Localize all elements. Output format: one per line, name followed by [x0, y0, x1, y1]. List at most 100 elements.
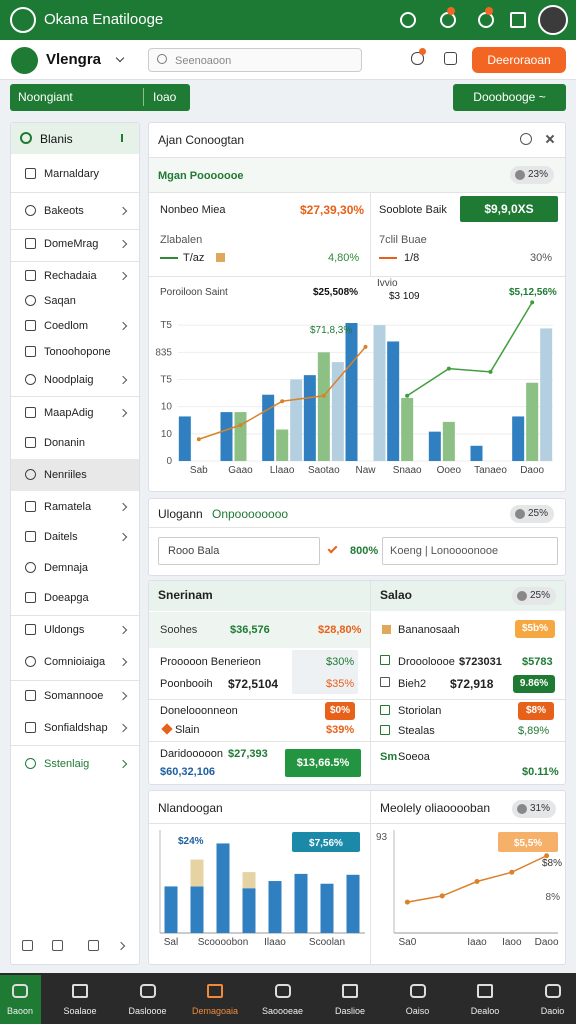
nav-label[interactable]: Baoon	[6, 1006, 34, 1016]
x-tick-label: Sal	[164, 937, 178, 948]
sidebar-item[interactable]: Sonfialdshap	[44, 722, 108, 734]
x-tick-label: Scoooobon	[198, 937, 249, 948]
sidebar-item[interactable]: Somannooe	[44, 690, 104, 702]
badge-text: 31%	[530, 803, 551, 814]
primary-button[interactable]	[472, 47, 566, 73]
badge	[518, 702, 554, 720]
nav-icon[interactable]	[207, 984, 223, 998]
annotation: $5,12,56%	[509, 287, 557, 298]
toolbar-icon[interactable]	[400, 12, 416, 28]
stat-change: 30%	[530, 252, 553, 264]
icon	[25, 270, 36, 281]
nav-label[interactable]: Soalaoe	[63, 1006, 97, 1016]
section-header	[149, 158, 565, 192]
icon	[25, 656, 36, 667]
divider	[11, 261, 139, 262]
sidebar-item[interactable]: Rechadaia	[44, 270, 97, 282]
bar	[190, 886, 204, 933]
label: Donelooonneon	[160, 705, 238, 717]
sidebar-item[interactable]: DomeMrag	[44, 238, 99, 250]
action-button-text[interactable]: Dooobooge ~	[473, 90, 546, 104]
value: $27,393	[228, 748, 268, 760]
stat-label: Sooblote Baik	[379, 204, 447, 216]
nav-label[interactable]: Saoooeae	[261, 1006, 304, 1016]
value: $60,32,106	[160, 766, 216, 778]
y-tick-label: 835	[155, 347, 172, 358]
bar	[262, 394, 275, 461]
primary-button-text[interactable]: Deeroraoan	[487, 53, 551, 67]
divider	[149, 157, 565, 158]
filter-button-text[interactable]: Noongiant	[18, 90, 73, 104]
sidebar-item[interactable]: MaapAdig	[44, 407, 94, 419]
trend-icon	[379, 257, 397, 259]
nav-label[interactable]: Dasloooe	[128, 1006, 167, 1016]
value: $36,576	[230, 624, 270, 636]
divider	[149, 192, 565, 193]
input-value[interactable]: Koeng | Lonoooonooe	[390, 545, 499, 557]
bar	[442, 421, 455, 461]
sidebar-item[interactable]: Donanin	[44, 437, 85, 449]
icon	[25, 295, 36, 306]
sidebar-item[interactable]: Nenriiles	[44, 469, 87, 481]
input-value[interactable]: Rooo Bala	[168, 545, 220, 557]
bar	[331, 362, 344, 461]
sidebar-item[interactable]: Saqan	[44, 295, 76, 307]
nav-label[interactable]: Daoio	[540, 1006, 565, 1016]
badge-text: $8%	[525, 705, 546, 716]
sidebar-item[interactable]: Sstenlaig	[44, 758, 90, 770]
card-title: Ulogann	[158, 507, 203, 521]
badge	[513, 675, 555, 693]
stat-value: $9,9,0XS	[484, 202, 534, 216]
nav-icon[interactable]	[12, 984, 28, 998]
divider	[370, 192, 371, 276]
filter-button[interactable]	[10, 84, 190, 111]
summary-button-text[interactable]: $13,66.5%	[296, 757, 350, 769]
icon	[382, 625, 391, 634]
sidebar-item[interactable]: Tonoohopone	[44, 346, 111, 358]
nav-label[interactable]: Daslioe	[334, 1006, 365, 1016]
nav-icon[interactable]	[544, 984, 561, 998]
card-title: Nlandoogan	[158, 801, 223, 815]
search-box[interactable]	[148, 48, 362, 72]
chart: 0 10 10 T5 835 T5 Sab Gaao Llaao Saotao Naw Snaao Oo…	[155, 278, 557, 476]
icon	[25, 238, 36, 249]
nav-icon[interactable]	[477, 984, 493, 998]
nav-icon[interactable]	[342, 984, 358, 998]
sidebar-item[interactable]: Doeapga	[44, 592, 89, 604]
nav-icon[interactable]	[139, 984, 156, 998]
x-tick-label: Daoo	[520, 465, 544, 476]
sidebar-item[interactable]: Uldongs	[44, 624, 85, 636]
text-input[interactable]	[158, 537, 320, 565]
action-button[interactable]	[453, 84, 566, 111]
sidebar-item[interactable]: Bakeots	[44, 205, 84, 217]
nav-icon[interactable]	[274, 984, 291, 998]
bar	[220, 412, 233, 461]
icon	[517, 591, 527, 601]
toolbar-icon[interactable]	[510, 12, 526, 28]
sidebar-item[interactable]: Marnaldary	[44, 168, 100, 180]
badge-text: 23%	[528, 169, 549, 180]
bar	[317, 352, 330, 461]
y-tick-label: 10	[161, 429, 173, 440]
sidebar-item[interactable]: Demnaja	[44, 562, 89, 574]
nav-label[interactable]: Dealoo	[470, 1006, 500, 1016]
text-input[interactable]	[382, 537, 558, 565]
icon	[52, 940, 63, 951]
sidebar-item[interactable]: Comnioiaiga	[44, 656, 106, 668]
icon	[25, 205, 36, 216]
nav-icon[interactable]	[72, 984, 88, 998]
bar	[387, 341, 400, 461]
filter-tag[interactable]: Ioao	[153, 90, 177, 104]
summary-button[interactable]	[285, 749, 361, 777]
sidebar-item[interactable]: Noodplaig	[44, 374, 94, 386]
nav-label[interactable]: Demagoaia	[191, 1006, 239, 1016]
sidebar-item[interactable]: Daitels	[44, 531, 78, 543]
sidebar-item[interactable]: Coedlom	[44, 320, 89, 332]
nav-icon[interactable]	[409, 984, 426, 998]
sidebar-item[interactable]: Ramatela	[44, 501, 92, 513]
bar	[512, 416, 525, 461]
section-title: Mgan Pooooooe	[158, 170, 244, 182]
nav-label[interactable]: Oaiso	[405, 1006, 430, 1016]
value: $723031	[459, 656, 502, 668]
avatar[interactable]	[538, 5, 568, 35]
